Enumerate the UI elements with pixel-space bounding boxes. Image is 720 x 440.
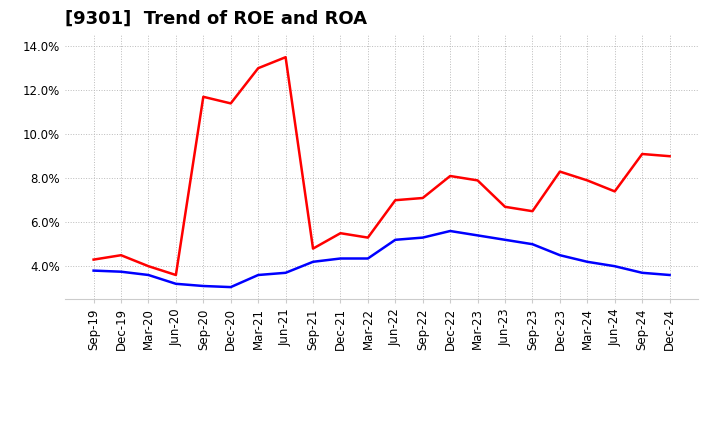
Text: [9301]  Trend of ROE and ROA: [9301] Trend of ROE and ROA (65, 10, 366, 28)
ROE (364, 235, 372, 240)
ROA (89, 268, 98, 273)
ROE (528, 209, 537, 214)
ROE (89, 257, 98, 262)
ROE (556, 169, 564, 174)
ROE (418, 195, 427, 201)
ROE (254, 66, 263, 71)
ROA (309, 259, 318, 264)
ROA (528, 242, 537, 247)
ROA (418, 235, 427, 240)
ROE (665, 154, 674, 159)
ROA (638, 270, 647, 275)
ROE (473, 178, 482, 183)
ROE (583, 178, 592, 183)
ROE (638, 151, 647, 157)
ROA (446, 228, 454, 234)
ROA (117, 269, 125, 275)
ROA (226, 285, 235, 290)
ROA (556, 253, 564, 258)
ROA (665, 272, 674, 278)
ROA (364, 256, 372, 261)
ROE (309, 246, 318, 251)
ROE (611, 189, 619, 194)
ROE (199, 94, 207, 99)
ROA (473, 233, 482, 238)
Line: ROA: ROA (94, 231, 670, 287)
ROA (336, 256, 345, 261)
ROA (254, 272, 263, 278)
ROE (500, 204, 509, 209)
ROA (171, 281, 180, 286)
ROA (500, 237, 509, 242)
ROE (144, 264, 153, 269)
ROE (336, 231, 345, 236)
ROE (391, 198, 400, 203)
ROE (446, 173, 454, 179)
ROA (282, 270, 290, 275)
ROA (611, 264, 619, 269)
ROA (144, 272, 153, 278)
Line: ROE: ROE (94, 57, 670, 275)
ROE (171, 272, 180, 278)
ROA (391, 237, 400, 242)
ROA (199, 283, 207, 289)
ROE (117, 253, 125, 258)
ROE (282, 55, 290, 60)
ROA (583, 259, 592, 264)
ROE (226, 101, 235, 106)
